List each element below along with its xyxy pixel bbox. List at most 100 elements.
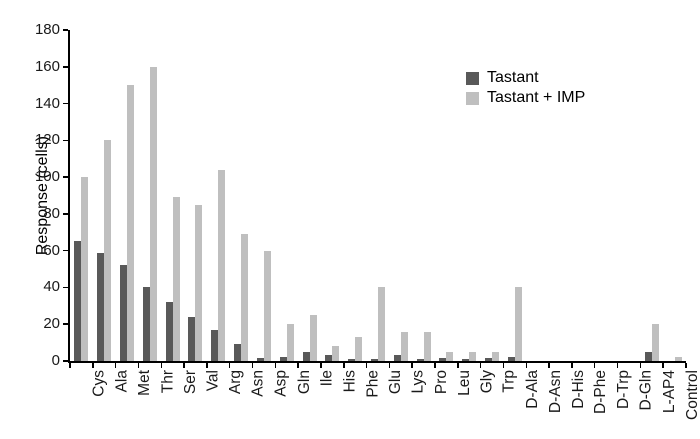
y-axis-line bbox=[68, 30, 70, 363]
x-tick bbox=[571, 363, 573, 368]
x-tick-label: Val bbox=[204, 370, 222, 392]
bar-segment bbox=[348, 359, 356, 361]
y-tick bbox=[63, 102, 68, 105]
bar-segment bbox=[492, 351, 500, 361]
x-tick bbox=[206, 363, 208, 368]
legend-swatch bbox=[466, 71, 479, 85]
bar-segment bbox=[507, 357, 515, 361]
y-tick-label: 0 bbox=[51, 352, 60, 369]
bar-segment bbox=[423, 331, 431, 361]
x-tick bbox=[343, 363, 345, 368]
y-tick bbox=[63, 360, 68, 362]
x-tick bbox=[137, 363, 140, 368]
x-tick bbox=[434, 363, 436, 368]
x-tick bbox=[114, 363, 117, 368]
y-tick bbox=[63, 213, 68, 215]
x-tick bbox=[548, 363, 550, 368]
x-tick-label: D-Asn bbox=[546, 370, 564, 414]
bar-segment bbox=[165, 302, 173, 361]
y-tick-label: 100 bbox=[34, 168, 60, 186]
bar-segment bbox=[644, 351, 652, 361]
bar-segment bbox=[218, 169, 226, 361]
bar-segment bbox=[355, 337, 363, 361]
legend-label: Tastant bbox=[487, 69, 539, 86]
y-tick bbox=[63, 249, 68, 252]
x-tick-label: Phe bbox=[364, 370, 382, 398]
x-tick bbox=[525, 363, 528, 368]
y-tick bbox=[63, 323, 68, 325]
x-tick-label: L-AP4 bbox=[660, 370, 678, 414]
bar-segment bbox=[446, 351, 454, 361]
bar-segment bbox=[514, 287, 522, 361]
bar-segment bbox=[127, 85, 135, 361]
bar-segment bbox=[74, 241, 82, 361]
y-tick-label: 120 bbox=[34, 131, 60, 149]
x-tick bbox=[69, 363, 71, 368]
x-tick-label: D-Ala bbox=[523, 370, 541, 409]
legend-label: Tastant + IMP bbox=[487, 89, 586, 106]
x-tick-label: Leu bbox=[455, 370, 473, 396]
y-tick-label: 140 bbox=[34, 94, 60, 112]
x-tick bbox=[297, 363, 299, 368]
bar-segment bbox=[302, 351, 310, 361]
x-tick bbox=[639, 363, 642, 368]
x-tick-label: Trp bbox=[501, 370, 519, 393]
x-tick-label: Ala bbox=[113, 370, 131, 393]
y-tick-label: 180 bbox=[34, 21, 60, 38]
x-tick-label: Met bbox=[136, 370, 154, 396]
x-tick-label: Lys bbox=[409, 370, 427, 394]
x-tick-label: D-His bbox=[569, 370, 587, 409]
bar-segment bbox=[416, 359, 424, 361]
legend-item: Tastant + IMP bbox=[466, 88, 585, 108]
x-tick-label: Asp bbox=[272, 370, 290, 397]
x-tick bbox=[183, 363, 185, 368]
legend: Tastant Tastant + IMP bbox=[466, 68, 585, 108]
x-tick-label: Arg bbox=[227, 370, 245, 395]
x-tick-label: His bbox=[341, 370, 359, 393]
x-tick-label: D-Phe bbox=[592, 370, 610, 414]
x-tick-label: Glu bbox=[387, 370, 404, 395]
bar-segment bbox=[211, 329, 219, 361]
x-tick-label: Gly bbox=[478, 370, 496, 394]
bar-segment bbox=[188, 316, 196, 361]
x-tick bbox=[274, 363, 277, 368]
x-tick bbox=[502, 363, 505, 368]
x-axis-line bbox=[68, 361, 686, 363]
bar-segment bbox=[439, 358, 447, 361]
x-tick bbox=[685, 363, 687, 368]
bar-segment bbox=[462, 359, 470, 361]
bar-segment bbox=[97, 252, 105, 361]
bar-segment bbox=[378, 287, 385, 361]
y-tick-label: 20 bbox=[43, 315, 60, 333]
bar-segment bbox=[286, 324, 294, 361]
bar-segment bbox=[234, 344, 242, 361]
bar-segment bbox=[81, 177, 89, 361]
bar-segment bbox=[195, 204, 203, 361]
y-tick bbox=[63, 139, 68, 142]
x-tick-label: Cys bbox=[90, 370, 108, 397]
y-tick bbox=[63, 286, 68, 289]
x-tick bbox=[92, 363, 94, 368]
x-tick-label: Gln bbox=[295, 370, 313, 395]
y-tick-label: 80 bbox=[43, 204, 60, 222]
bar-segment bbox=[142, 287, 150, 361]
y-tick-label: 60 bbox=[43, 241, 60, 259]
x-tick-label: D-Gln bbox=[637, 370, 655, 411]
bar-segment bbox=[263, 250, 271, 361]
y-axis-title: Response (cells) bbox=[34, 136, 51, 256]
bar-segment bbox=[400, 331, 408, 361]
legend-item: Tastant bbox=[466, 68, 585, 88]
bar-segment bbox=[172, 197, 180, 361]
x-tick-label: Ser bbox=[181, 370, 199, 395]
bar-segment bbox=[241, 234, 249, 361]
x-tick bbox=[320, 363, 322, 368]
bar-segment bbox=[393, 355, 401, 361]
x-tick bbox=[228, 363, 231, 368]
bar-segment bbox=[279, 357, 287, 361]
x-tick bbox=[160, 363, 162, 368]
x-tick bbox=[251, 363, 254, 368]
x-tick-label: D-Trp bbox=[615, 370, 633, 410]
x-tick-label: Pro bbox=[432, 370, 450, 395]
bar-segment bbox=[256, 358, 264, 361]
